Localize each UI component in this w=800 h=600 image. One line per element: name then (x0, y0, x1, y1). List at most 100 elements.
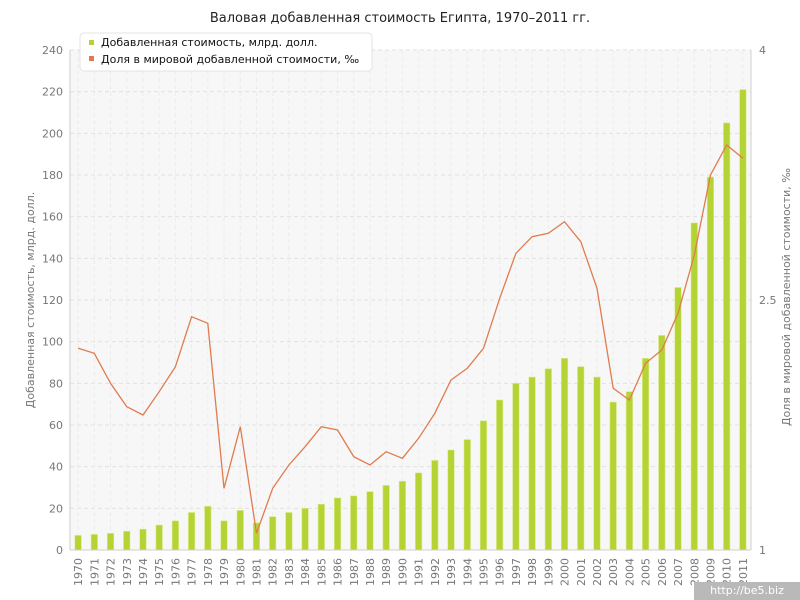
bar (204, 505, 212, 551)
y-tick-label-left: 140 (42, 252, 63, 265)
legend-label-share: Доля в мировой добавленной стоимости, ‰ (101, 53, 359, 66)
bar (382, 485, 390, 551)
y-tick-label-left: 120 (42, 294, 63, 307)
bar (269, 516, 277, 551)
x-tick-label: 1973 (121, 558, 134, 586)
y-axis-left-title: Добавленная стоимость, млрд. долл. (24, 192, 37, 408)
x-tick-label: 1989 (380, 558, 393, 586)
bar (155, 524, 163, 551)
y-axis-left-ticks: 0 20 40 60 80 100 120 140 160 180 200 220 240 (42, 44, 63, 557)
bar (90, 534, 98, 551)
bar (723, 122, 731, 551)
bar (220, 520, 228, 551)
y-tick-label-right: 2.5 (759, 294, 777, 307)
bar (658, 335, 666, 551)
x-tick-label: 1998 (526, 558, 539, 586)
x-tick-label: 2004 (623, 558, 636, 586)
bar (463, 439, 471, 551)
y-tick-label-right: 4 (759, 44, 766, 57)
x-tick-label: 1987 (348, 558, 361, 586)
y-tick-label-right: 1 (759, 544, 766, 557)
x-tick-label: 2010 (721, 558, 734, 586)
x-tick-label: 2002 (591, 558, 604, 586)
x-tick-label: 1991 (413, 558, 426, 586)
y-tick-label-left: 160 (42, 211, 63, 224)
x-tick-label: 1993 (445, 558, 458, 586)
bar (496, 399, 504, 551)
x-tick-label: 2009 (704, 558, 717, 586)
x-tick-label: 1974 (137, 558, 150, 586)
bar (171, 520, 179, 551)
x-tick-label: 1975 (153, 558, 166, 586)
line-series (77, 143, 744, 534)
chart-title: Валовая добавленная стоимость Египта, 19… (210, 11, 590, 26)
bar (577, 366, 585, 551)
bar (739, 89, 747, 551)
x-tick-label: 1980 (234, 558, 247, 586)
x-tick-label: 1996 (494, 558, 507, 586)
bar (366, 491, 374, 551)
bar (544, 368, 552, 551)
y-tick-label-left: 80 (49, 377, 63, 390)
x-tick-label: 1997 (510, 558, 523, 586)
bar (123, 530, 131, 551)
y-tick-label-left: 40 (49, 461, 63, 474)
x-tick-label: 1981 (250, 558, 263, 586)
x-tick-label: 1976 (169, 558, 182, 586)
x-tick-label: 1985 (315, 558, 328, 586)
x-tick-label: 1971 (88, 558, 101, 586)
x-tick-label: 2003 (607, 558, 620, 586)
bar (139, 528, 147, 551)
bar (398, 480, 406, 551)
bar (528, 376, 536, 551)
bar (609, 401, 617, 551)
bar (642, 358, 650, 551)
bar (431, 460, 439, 551)
bar (415, 472, 423, 551)
bar (690, 222, 698, 551)
legend-marker-value (89, 40, 94, 45)
x-tick-label: 2000 (559, 558, 572, 586)
bar (74, 535, 82, 551)
x-tick-label: 2008 (688, 558, 701, 586)
x-axis-ticks: 1970 1971 1972 1973 1974 1975 1976 1977 1978 1979… (72, 558, 750, 586)
bar (479, 420, 488, 551)
y-axis-right-title: Доля в мировой добавленной стоимости, ‰ (780, 168, 793, 426)
x-tick-label: 2007 (672, 558, 685, 586)
y-tick-label-left: 220 (42, 86, 63, 99)
x-tick-label: 1983 (283, 558, 296, 586)
bar (350, 495, 358, 551)
bar (333, 497, 342, 551)
x-tick-label: 1978 (202, 558, 215, 586)
bar (301, 508, 309, 551)
bar (106, 533, 115, 551)
y-axis-right-ticks: 12.54 (759, 44, 777, 557)
bar (674, 287, 682, 551)
bar (236, 510, 244, 551)
x-tick-label: 1988 (364, 558, 377, 586)
bar (560, 358, 569, 551)
y-tick-label-left: 20 (49, 502, 63, 515)
x-tick-label: 2001 (575, 558, 588, 586)
x-tick-label: 1995 (477, 558, 490, 586)
y-tick-label-left: 180 (42, 169, 63, 182)
bar (317, 503, 325, 551)
y-tick-label-left: 0 (56, 544, 63, 557)
bar (625, 391, 633, 551)
x-tick-label: 1977 (186, 558, 199, 586)
bar (285, 512, 293, 551)
bar (593, 376, 601, 551)
bar (512, 383, 520, 551)
x-tick-label: 1994 (461, 558, 474, 586)
legend: Добавленная стоимость, млрд. долл. Доля … (79, 32, 373, 72)
x-tick-label: 1982 (267, 558, 280, 586)
bar (447, 449, 455, 551)
bar (188, 512, 196, 551)
watermark: http://be5.biz (694, 582, 800, 600)
y-tick-label-left: 240 (42, 44, 63, 57)
legend-box (79, 32, 373, 72)
x-tick-label: 1986 (332, 558, 345, 586)
y-tick-label-left: 60 (49, 419, 63, 432)
x-tick-label: 1999 (542, 558, 555, 586)
